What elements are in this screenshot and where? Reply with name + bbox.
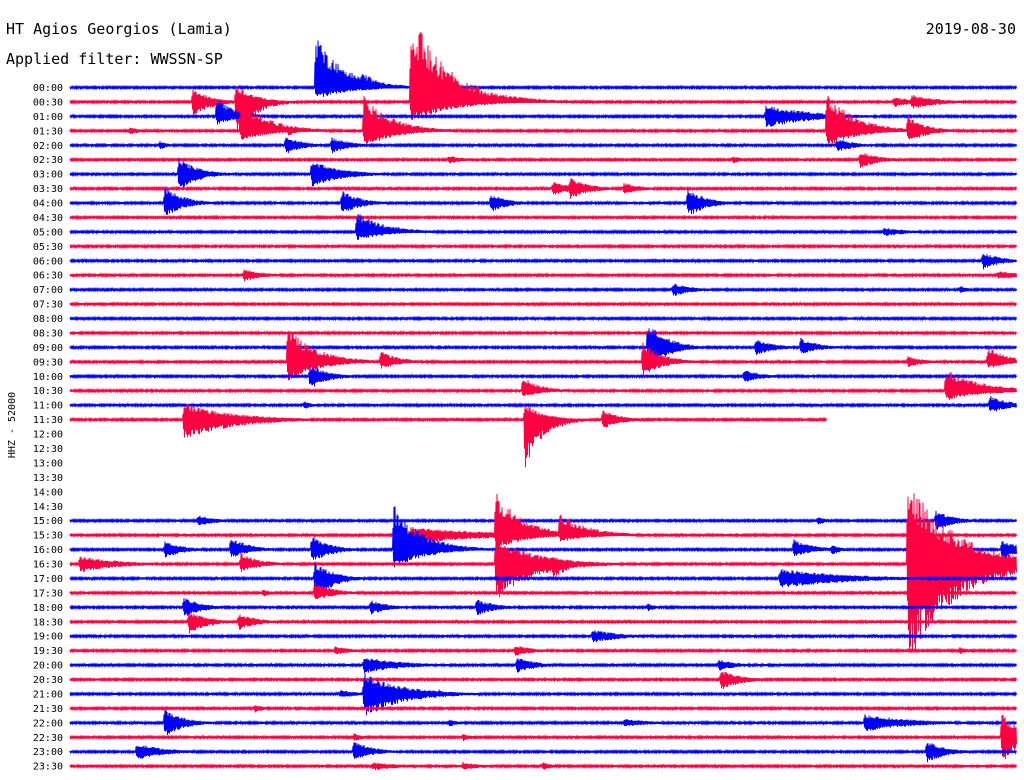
time-tick-label: 00:30 [33, 97, 63, 108]
time-tick-label: 20:00 [33, 661, 63, 672]
time-tick-label: 14:00 [33, 487, 63, 498]
trace-0930 [69, 332, 1017, 381]
time-tick-label: 13:30 [33, 473, 63, 484]
trace-1630 [69, 493, 1017, 652]
time-tick-label: 21:00 [33, 689, 63, 700]
time-tick-label: 20:30 [33, 675, 63, 686]
trace-1730 [69, 581, 1017, 600]
time-tick-label: 01:00 [33, 112, 63, 123]
time-tick-label: 19:30 [33, 646, 63, 657]
time-tick-label: 19:00 [33, 632, 63, 643]
time-tick-label: 03:30 [33, 184, 63, 195]
time-tick-label: 03:00 [33, 170, 63, 181]
time-tick-label: 14:30 [33, 502, 63, 513]
trace-2030 [69, 671, 1017, 690]
time-tick-label: 22:00 [33, 718, 63, 729]
time-tick-label: 07:30 [33, 300, 63, 311]
trace-1130 [69, 403, 827, 468]
time-tick-label: 11:00 [33, 401, 63, 412]
time-tick-label: 11:30 [33, 415, 63, 426]
date-label: 2019-08-30 [925, 20, 1016, 38]
time-tick-label: 06:00 [33, 256, 63, 267]
station-title: HT Agios Georgios (Lamia) [6, 20, 232, 38]
tick-labels: 00:00 00:30 01:00 01:30 02:00 02:30 03:00 03:30… [33, 83, 63, 773]
trace-lines [69, 32, 1017, 771]
filter-subtitle: Applied filter: WWSSN-SP [6, 50, 223, 68]
time-tick-label: 22:30 [33, 733, 63, 744]
time-tick-label: 16:00 [33, 545, 63, 556]
time-tick-label: 15:00 [33, 516, 63, 527]
time-tick-label: 15:30 [33, 531, 63, 542]
time-tick-label: 12:00 [33, 430, 63, 441]
trace-0230 [69, 153, 1017, 168]
time-tick-label: 23:30 [33, 762, 63, 773]
time-tick-label: 10:00 [33, 372, 63, 383]
time-tick-label: 05:00 [33, 227, 63, 238]
trace-1830 [69, 612, 1017, 634]
trace-0600 [69, 254, 1017, 270]
time-tick-label: 04:30 [33, 213, 63, 224]
time-tick-label: 08:00 [33, 314, 63, 325]
time-tick-label: 01:30 [33, 126, 63, 137]
y-axis-label: HHZ - 52000 [7, 392, 18, 458]
time-tick-label: 17:30 [33, 588, 63, 599]
time-tick-label: 18:30 [33, 617, 63, 628]
time-tick-label: 04:00 [33, 199, 63, 210]
time-tick-label: 00:00 [33, 83, 63, 94]
time-tick-label: 02:00 [33, 141, 63, 152]
time-tick-label: 13:00 [33, 458, 63, 469]
time-tick-label: 17:00 [33, 574, 63, 585]
trace-0000 [69, 40, 1017, 97]
trace-1100 [69, 396, 1017, 412]
time-tick-label: 10:30 [33, 386, 63, 397]
time-tick-label: 16:30 [33, 560, 63, 571]
time-tick-label: 09:00 [33, 343, 63, 354]
trace-0400 [69, 188, 1017, 215]
time-tick-label: 21:30 [33, 704, 63, 715]
time-tick-label: 05:30 [33, 242, 63, 253]
time-tick-label: 12:30 [33, 444, 63, 455]
time-tick-label: 08:30 [33, 328, 63, 339]
time-tick-label: 02:30 [33, 155, 63, 166]
time-tick-label: 23:00 [33, 747, 63, 758]
time-tick-label: 06:30 [33, 271, 63, 282]
time-tick-label: 18:00 [33, 603, 63, 614]
time-tick-label: 07:00 [33, 285, 63, 296]
time-tick-label: 09:30 [33, 357, 63, 368]
